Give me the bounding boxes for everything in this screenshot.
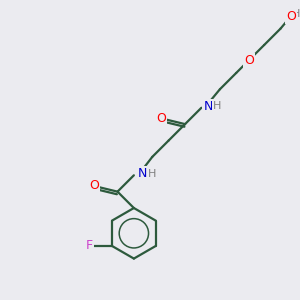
Text: F: F [85,239,93,252]
Text: O: O [286,10,296,22]
Text: H: H [148,169,156,179]
Text: H: H [213,101,222,111]
Text: N: N [137,167,147,180]
Text: H: H [292,9,300,19]
Text: O: O [244,54,254,67]
Text: N: N [203,100,213,113]
Text: O: O [156,112,166,125]
Text: O: O [89,179,99,192]
